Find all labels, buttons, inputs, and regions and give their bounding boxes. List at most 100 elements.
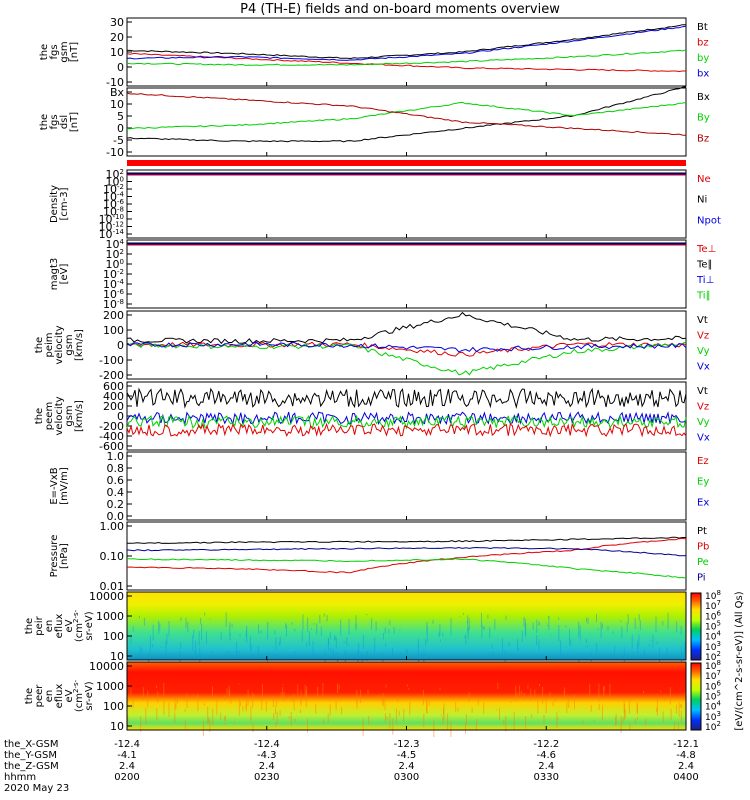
- spectrogram-streak: [356, 700, 358, 709]
- y-axis-label: sr-eV): [84, 611, 95, 640]
- spectrogram-streak: [510, 700, 512, 703]
- y-tick-label: -200: [99, 369, 124, 382]
- spectrogram-streak: [288, 716, 290, 719]
- spectrogram-streak: [492, 651, 494, 659]
- y-axis-label: eV: [64, 689, 75, 702]
- spectrogram-streak: [607, 626, 609, 631]
- y-tick-label: 30: [110, 16, 124, 29]
- spectrogram-streak: [551, 634, 552, 636]
- ephemeris-value: -4.3: [257, 750, 277, 761]
- y-axis-label: gsm: [64, 405, 75, 426]
- spectrogram-streak: [587, 617, 589, 625]
- y-tick-label: 10: [110, 720, 124, 733]
- spectrogram-streak: [623, 647, 625, 662]
- spectrogram-streak: [143, 617, 145, 626]
- spectrogram-streak: [505, 715, 507, 732]
- y-tick-label: 10-2: [103, 183, 124, 196]
- ephemeris-value: 2.4: [678, 761, 694, 772]
- spectrogram-streak: [250, 706, 252, 723]
- ephemeris-value: -12.3: [394, 739, 420, 750]
- spectrogram-streak: [684, 642, 686, 647]
- spectrogram-streak: [389, 620, 391, 626]
- spectrogram-streak: [312, 641, 314, 656]
- spectrogram-streak: [628, 701, 630, 714]
- spectrogram-streak: [308, 631, 310, 646]
- spectrogram-streak: [680, 703, 682, 709]
- spectrogram-streak: [468, 618, 470, 631]
- spectrogram-streak: [513, 700, 515, 701]
- spectrogram-streak: [279, 636, 281, 645]
- y-axis-label: dsl: [59, 115, 70, 129]
- spectrogram-streak: [147, 690, 149, 708]
- spectrogram-streak: [247, 689, 249, 706]
- panel-frame: [126, 521, 687, 591]
- spectrogram-streak: [184, 700, 186, 702]
- spectrogram-streak: [426, 699, 428, 714]
- legend-Ez: Ez: [697, 456, 709, 467]
- spectrogram-streak: [228, 685, 230, 697]
- spectrogram-streak: [662, 711, 664, 723]
- ephemeris-value: -12.1: [673, 739, 699, 750]
- spectrogram-streak: [622, 716, 624, 724]
- spectrogram-streak: [428, 701, 430, 706]
- spectrogram-streak: [520, 691, 522, 695]
- panel-pressure: 1.00 0.10 0.01 Pressure [nPa] Pt Pb Pe Pi: [49, 520, 709, 593]
- ephemeris-value: 2.4: [259, 761, 275, 772]
- y-axis-label: [mV/m]: [59, 467, 70, 505]
- spectrogram-streak: [273, 713, 275, 721]
- spectrogram-streak: [438, 632, 440, 638]
- panel-frame: [126, 169, 687, 239]
- spectrogram-streak: [408, 687, 410, 690]
- colorbar-tick-label: 103: [705, 640, 721, 653]
- spectrogram-streak: [240, 701, 242, 707]
- y-tick-label: 104: [106, 238, 125, 251]
- spectrogram-streak: [150, 635, 151, 654]
- spectrogram-streak: [385, 642, 387, 647]
- legend-Npot: Npot: [697, 215, 721, 226]
- spectrogram-streak: [666, 647, 668, 661]
- spectrogram-streak: [614, 645, 616, 654]
- spectrogram-streak: [208, 716, 210, 724]
- spectrogram-streak: [417, 639, 419, 648]
- spectrogram-streak: [676, 621, 678, 633]
- spectrogram-streak: [523, 692, 525, 700]
- y-axis-label: [cm-3]: [59, 187, 70, 220]
- ephemeris-value: 2.4: [399, 761, 415, 772]
- y-axis-label: en: [44, 620, 55, 633]
- spectrogram-streak: [265, 701, 267, 712]
- spectrogram-streak: [409, 702, 411, 716]
- spectrogram-streak: [207, 706, 209, 724]
- spectrogram-streak: [202, 721, 204, 736]
- y-tick-label: -10: [106, 76, 124, 89]
- colorbar-tick-label: 102: [705, 720, 721, 733]
- spectrogram-streak: [238, 650, 240, 655]
- spectrogram-streak: [494, 619, 496, 630]
- spectrogram-streak: [252, 723, 254, 732]
- spectrogram-streak: [290, 712, 292, 726]
- spectrogram-streak: [601, 628, 603, 630]
- spectrogram-streak: [127, 716, 129, 727]
- colorbar-tick-label: 105: [705, 690, 721, 703]
- spectrogram-streak: [615, 716, 617, 726]
- spectrogram-streak: [684, 692, 686, 697]
- ephemeris-value: -12.4: [114, 739, 140, 750]
- y-tick-label: 10-4: [103, 278, 125, 291]
- ephemeris-value: -4.8: [676, 750, 696, 761]
- y-axis-label: [nT]: [69, 42, 80, 62]
- spectrogram-streak: [176, 700, 178, 704]
- y-tick-label: 10-2: [103, 268, 124, 281]
- spectrogram-streak: [516, 692, 518, 702]
- date-label: 2020 May 23: [4, 783, 69, 794]
- colorbar-tick-label: 102: [705, 650, 721, 663]
- spectrogram-streak: [558, 710, 559, 712]
- spectrogram-streak: [282, 686, 284, 698]
- colorbar-tick-label: 106: [705, 679, 721, 692]
- legend-Vz: Vz: [697, 331, 709, 342]
- spectrogram-streak: [337, 683, 338, 693]
- spectrogram-streak: [209, 618, 211, 620]
- spectrogram-streak: [386, 716, 388, 720]
- spectrogram-streak: [543, 714, 545, 724]
- ephemeris-value: 2.4: [538, 761, 554, 772]
- spectrogram-streak: [534, 689, 536, 701]
- spectrogram-streak: [537, 697, 539, 714]
